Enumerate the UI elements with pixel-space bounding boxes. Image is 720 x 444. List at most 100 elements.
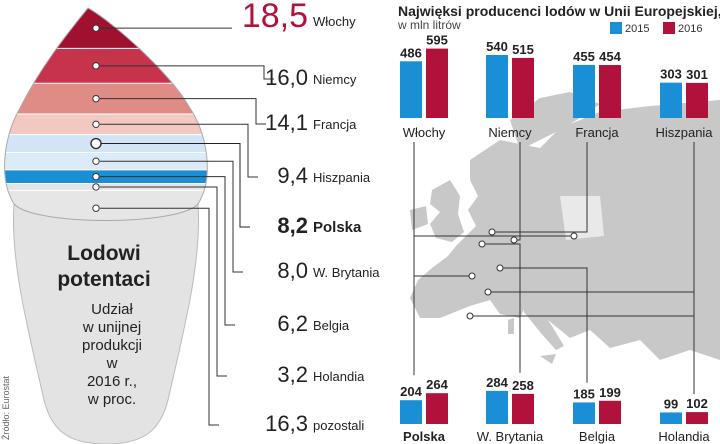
share-value-belgia: 6,2	[277, 311, 308, 336]
map-marker-francja	[488, 228, 496, 236]
share-marker-niemcy	[92, 62, 100, 70]
legend-swatch-2015	[610, 22, 622, 34]
bar-label-niemcy-2016: 515	[512, 42, 534, 57]
share-labels: 18,5 Włochy 16,0 Niemcy 14,1 Francja 9,4 Hiszpa…	[90, 0, 380, 436]
share-country-pozostali: pozostali	[313, 418, 364, 433]
cone-text-line-2: w unijnej	[82, 319, 141, 336]
map-leader-francja	[492, 142, 588, 233]
share-marker-polska	[90, 137, 102, 150]
bar-francja-2016	[599, 65, 621, 118]
map-marker-hiszpania	[466, 312, 474, 320]
bar-wlochy-2016	[426, 48, 448, 119]
share-country-wlochy: Włochy	[313, 14, 356, 29]
bar-label-w-brytania-2015: 284	[486, 375, 508, 390]
cone-outline	[4, 7, 208, 221]
map-marker-w-brytania	[478, 240, 486, 248]
map-marker-holandia	[484, 288, 492, 296]
share-marker-belgia	[92, 172, 100, 181]
bar-country-hiszpania: Hiszpania	[655, 125, 713, 140]
bar-country-belgia: Belgia	[579, 429, 616, 444]
map-leader-lines	[413, 142, 695, 395]
bar-belgia-2016	[599, 400, 621, 424]
ice-cream-cone: Lodowi potentaci Udział w unijnej produk…	[4, 7, 208, 444]
bar-polska-2015	[400, 400, 422, 424]
cone-text-line-1: Udział	[91, 301, 133, 318]
share-country-niemcy: Niemcy	[313, 72, 357, 87]
production-bars: 486 595 Włochy 540 515 Niemcy 455 454 Francja 303…	[400, 33, 713, 444]
map-marker-niemcy	[510, 236, 518, 244]
bar-country-holandia: Holandia	[658, 429, 710, 444]
bar-belgia-2015	[573, 402, 595, 424]
cone-text-line-6: w proc.	[87, 391, 136, 408]
share-marker-hiszpania	[92, 120, 100, 129]
map-leader-belgia	[500, 267, 588, 383]
chart-title: Najwięksi producenci lodów w Unii Europe…	[398, 3, 720, 19]
share-country-holandia: Holandia	[313, 369, 365, 384]
cone-text-line-4: w	[106, 355, 118, 372]
map-italy	[520, 290, 564, 350]
share-leader-holandia	[100, 186, 227, 377]
bar-country-niemcy: Niemcy	[488, 125, 532, 140]
bar-holandia-2016	[686, 412, 708, 424]
bar-label-polska-2015: 204	[400, 384, 422, 399]
bar-label-belgia-2016: 199	[599, 385, 621, 400]
share-country-francja: Francja	[313, 117, 357, 132]
bar-holandia-2015	[660, 412, 682, 424]
share-marker-holandia	[92, 183, 100, 191]
legend: 2015 2016	[610, 22, 702, 35]
share-value-holandia: 3,2	[277, 362, 308, 387]
share-marker-w-brytania	[92, 157, 100, 165]
bar-country-polska: Polska	[403, 429, 446, 444]
bar-country-wlochy: Włochy	[403, 125, 446, 140]
map-leader-holandia	[488, 291, 695, 395]
share-leader-francja	[100, 98, 266, 125]
map-leader-polska	[413, 235, 574, 376]
share-bands	[4, 8, 208, 221]
bar-label-hiszpania-2015: 303	[660, 67, 682, 82]
bar-label-niemcy-2015: 540	[486, 39, 508, 54]
bar-polska-2016	[426, 393, 448, 424]
bar-wlochy-2015	[400, 61, 422, 118]
bar-label-francja-2016: 454	[599, 49, 621, 64]
share-country-polska: Polska	[313, 219, 362, 236]
bar-label-francja-2015: 455	[573, 49, 595, 64]
share-leader-hiszpania	[100, 123, 258, 178]
cone-title-line-1: Lodowi	[67, 242, 140, 265]
share-leader-belgia	[100, 176, 235, 326]
bar-label-w-brytania-2016: 258	[512, 378, 534, 393]
share-value-polska: 8,2	[277, 213, 308, 238]
legend-swatch-2016	[663, 22, 675, 34]
share-leader-w-brytania	[100, 160, 243, 273]
bar-country-w-brytania: W. Brytania	[477, 429, 544, 444]
map-poland-highlight	[560, 196, 604, 240]
share-leader-pozostali	[100, 207, 219, 426]
map-leader-w-brytania	[482, 243, 521, 373]
legend-label-2015: 2015	[625, 23, 649, 35]
bar-niemcy-2016	[512, 57, 534, 118]
map-marker-wlochy	[468, 272, 476, 280]
map-island-sardinia	[508, 318, 514, 334]
share-country-belgia: Belgia	[313, 318, 350, 333]
bar-country-francja: Francja	[575, 125, 619, 140]
cone-title-line-2: potentaci	[57, 268, 150, 291]
bar-w-brytania-2016	[512, 393, 534, 424]
map-ireland	[410, 206, 428, 230]
bar-francja-2015	[573, 64, 595, 118]
share-country-hiszpania: Hiszpania	[313, 170, 371, 185]
bar-label-hiszpania-2016: 301	[686, 67, 708, 82]
share-marker-wlochy	[92, 24, 100, 32]
map-marker-belgia	[496, 264, 504, 272]
share-value-wlochy: 18,5	[242, 0, 308, 35]
bar-label-wlochy-2015: 486	[400, 45, 422, 60]
bar-hiszpania-2016	[686, 82, 708, 118]
bar-label-polska-2016: 264	[426, 377, 448, 392]
share-leader-lines	[100, 27, 274, 426]
legend-label-2016: 2016	[678, 23, 702, 35]
bar-label-wlochy-2016: 595	[426, 33, 448, 48]
share-value-pozostali: 16,3	[265, 411, 308, 436]
cone-text-line-5: 2016 r.,	[87, 373, 137, 390]
map-island-sicily	[540, 354, 556, 364]
bar-label-belgia-2015: 185	[573, 386, 595, 401]
share-value-niemcy: 16,0	[265, 65, 308, 90]
share-value-w-brytania: 8,0	[277, 258, 308, 283]
